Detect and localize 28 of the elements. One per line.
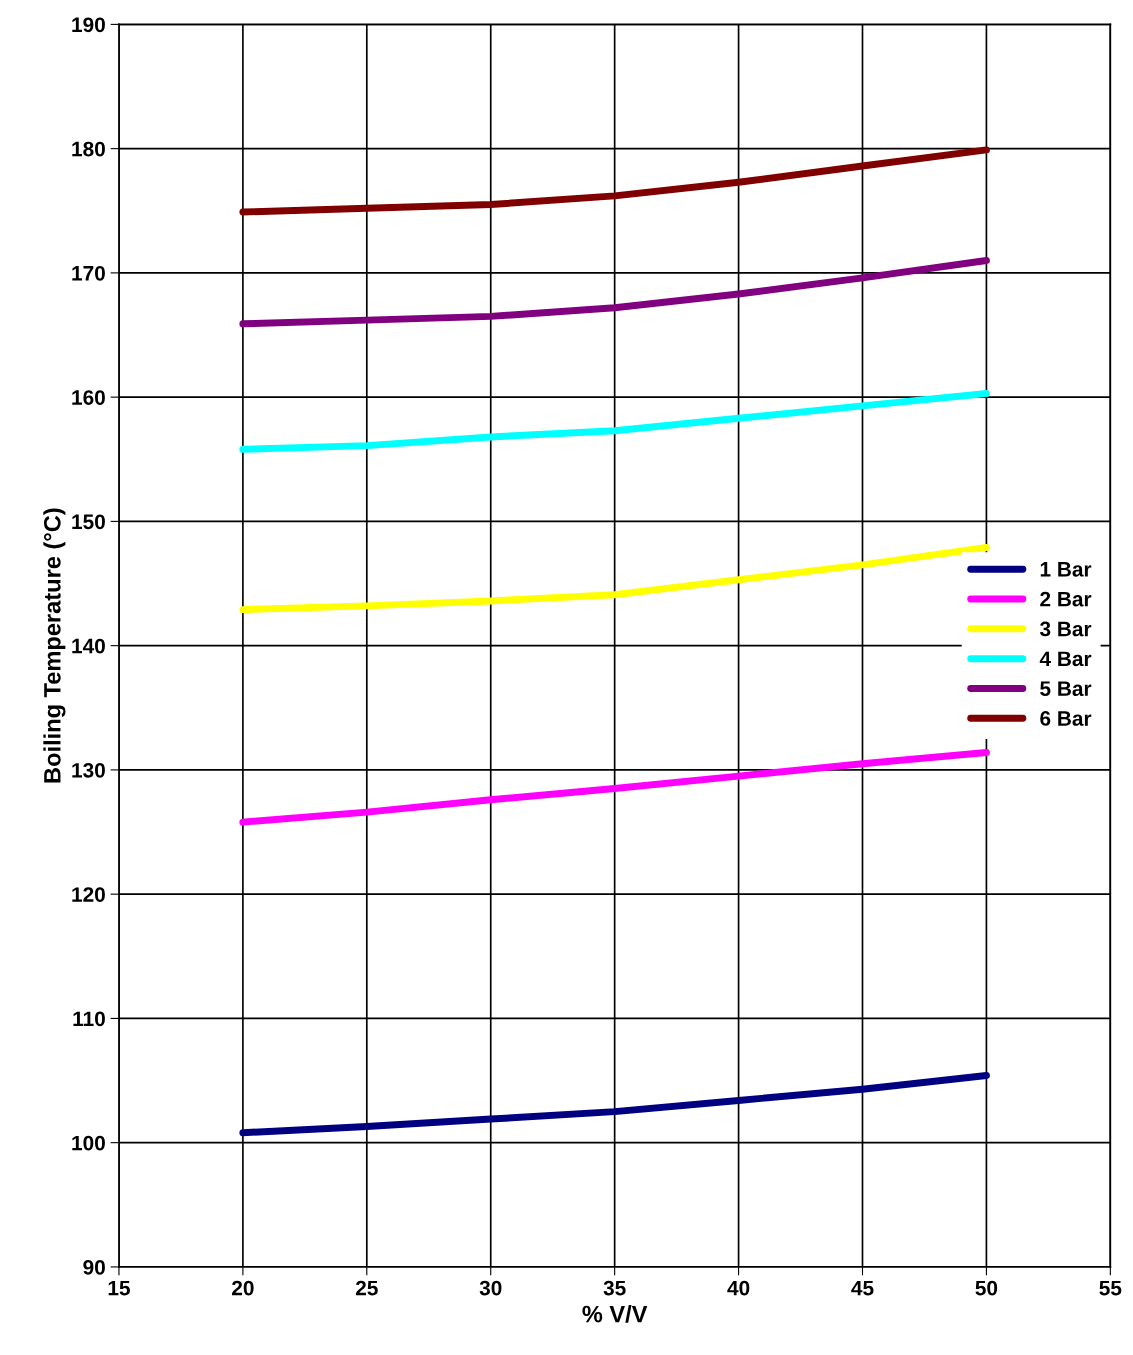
- legend-label: 2 Bar: [1040, 591, 1092, 607]
- legend-label: 3 Bar: [1039, 621, 1092, 637]
- y-tick-label: 190: [72, 17, 105, 33]
- legend-label: 4 Bar: [1039, 651, 1092, 667]
- y-tick-label: 180: [72, 141, 105, 157]
- y-tick-label: 110: [73, 1011, 105, 1027]
- y-tick-label: 90: [83, 1259, 105, 1275]
- x-tick-label: 45: [851, 1280, 874, 1296]
- legend-label: 6 Bar: [1040, 711, 1092, 726]
- y-tick-label: 130: [72, 762, 105, 778]
- x-tick-label: 15: [108, 1280, 130, 1296]
- x-tick-label: 30: [479, 1280, 502, 1296]
- legend-label: 5 Bar: [1040, 681, 1092, 697]
- y-tick-label: 170: [72, 265, 105, 281]
- legend-label: 1 Bar: [1040, 562, 1092, 577]
- x-tick-label: 40: [727, 1280, 750, 1296]
- y-tick-label: 150: [72, 514, 105, 530]
- y-tick-label: 120: [72, 887, 105, 902]
- y-axis-title: Boiling Temperature (°C): [43, 508, 66, 783]
- x-tick-label: 50: [975, 1280, 998, 1296]
- x-tick-label: 20: [232, 1280, 254, 1296]
- y-tick-label: 140: [72, 638, 105, 654]
- x-tick-label: 25: [355, 1280, 378, 1296]
- x-tick-label: 55: [1099, 1280, 1122, 1296]
- y-tick-label: 100: [72, 1135, 105, 1151]
- x-tick-label: 35: [603, 1280, 626, 1296]
- y-tick-label: 160: [72, 390, 105, 405]
- x-axis-title: % V/V: [582, 1305, 648, 1323]
